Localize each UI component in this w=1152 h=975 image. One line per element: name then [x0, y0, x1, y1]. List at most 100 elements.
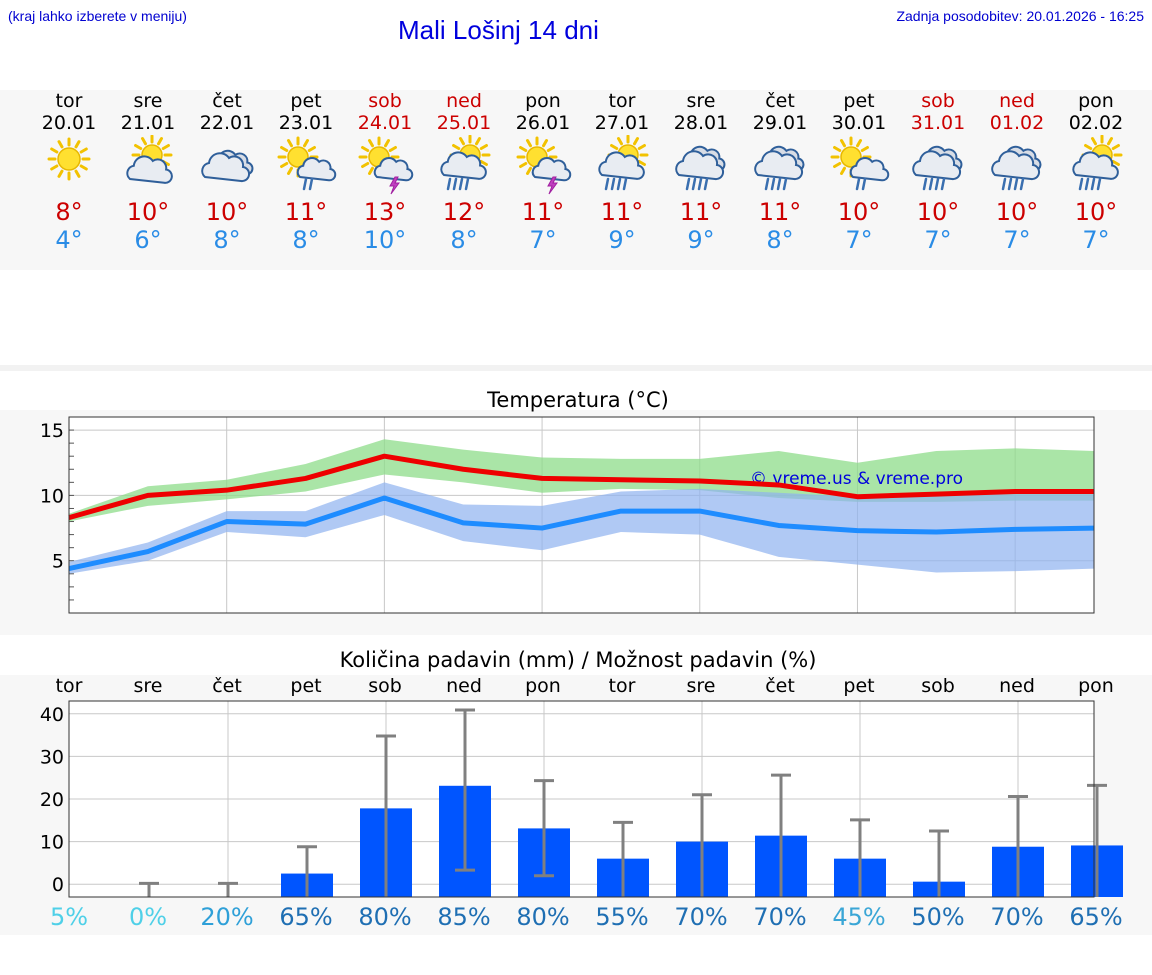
precip-day-label: ned	[999, 675, 1035, 697]
sun-heavy-rain-icon	[440, 135, 491, 191]
temp-max: 11°	[758, 198, 802, 226]
y-tick-label: 30	[40, 746, 64, 768]
temp-min: 9°	[608, 226, 636, 254]
max-temp-line	[68, 453, 1094, 521]
day-name: sob	[921, 90, 955, 112]
day-date: 28.01	[673, 112, 729, 134]
sun-cloud-icon	[126, 135, 173, 184]
day-date: 01.02	[989, 112, 1045, 134]
day-name: pon	[1078, 90, 1114, 112]
last-updated: Zadnja posodobitev: 20.01.2026 - 16:25	[896, 8, 1144, 24]
cloud-rain-icon	[912, 145, 963, 191]
day-date: 20.01	[41, 112, 97, 134]
temp-max: 12°	[442, 198, 486, 226]
day-date: 24.01	[357, 112, 413, 134]
cloud-rain-icon	[675, 145, 726, 191]
y-tick-label: 0	[52, 874, 64, 896]
temp-max: 10°	[126, 198, 170, 226]
precip-day-label: tor	[608, 675, 636, 697]
day-date: 30.01	[831, 112, 887, 134]
precip-day-label: ned	[446, 675, 482, 697]
sun-rain-icon	[830, 136, 890, 191]
precip-probability: 20%	[200, 903, 254, 931]
precip-day-label: sob	[921, 675, 955, 697]
temp-max: 10°	[205, 198, 249, 226]
precip-probability: 55%	[595, 903, 649, 931]
page-title: Mali Lošinj 14 dni	[398, 15, 599, 45]
temp-min: 9°	[687, 226, 715, 254]
precip-day-label: sre	[686, 675, 716, 697]
temp-min: 8°	[213, 226, 241, 254]
precip-probability: 65%	[1069, 903, 1123, 931]
sun-thunder-icon	[516, 136, 572, 195]
forecast-band	[0, 90, 1152, 270]
precip-day-label: sob	[368, 675, 402, 697]
sunny-icon	[47, 137, 91, 181]
cloud-rain-icon	[754, 145, 805, 191]
day-name: tor	[608, 90, 636, 112]
temp-max: 11°	[284, 198, 328, 226]
temp-min: 7°	[529, 226, 557, 254]
y-tick-label: 5	[52, 551, 64, 573]
precip-chart: 40 30 20 10 0	[40, 700, 1123, 898]
temp-max: 11°	[521, 198, 565, 226]
precip-probability: 80%	[358, 903, 412, 931]
y-tick-label: 20	[40, 789, 64, 811]
watermark: © vreme.us & vreme.pro	[750, 469, 963, 489]
temperature-chart-title: Temperatura (°C)	[487, 388, 669, 412]
sun-heavy-rain-icon	[598, 135, 649, 191]
day-date: 23.01	[278, 112, 334, 134]
precip-day-label: čet	[212, 675, 242, 697]
precip-probability: 70%	[753, 903, 807, 931]
precip-probability: 0%	[128, 903, 168, 931]
temperature-chart: 15 10 5 © vreme.us & vreme.pro	[40, 416, 1095, 614]
temp-min: 7°	[924, 226, 952, 254]
day-date: 22.01	[199, 112, 255, 134]
temp-max: 11°	[679, 198, 723, 226]
plot-frame	[68, 700, 1095, 898]
temp-max: 10°	[1074, 198, 1118, 226]
y-tick-label: 10	[40, 485, 64, 507]
cloudy-icon	[201, 149, 254, 183]
day-date: 21.01	[120, 112, 176, 134]
temp-min: 10°	[363, 226, 407, 254]
temp-max: 13°	[363, 198, 407, 226]
day-date: 02.02	[1068, 112, 1124, 134]
precip-probability: 5%	[49, 903, 89, 931]
precip-probability: 85%	[437, 903, 491, 931]
day-name: sre	[686, 90, 716, 112]
precip-day-label: čet	[765, 675, 795, 697]
temp-min: 8°	[450, 226, 478, 254]
precip-day-label: pon	[525, 675, 561, 697]
day-name: sre	[133, 90, 163, 112]
precip-day-label: pet	[843, 675, 875, 697]
day-date: 29.01	[752, 112, 808, 134]
temp-max: 10°	[916, 198, 960, 226]
temp-min: 7°	[1082, 226, 1110, 254]
precip-day-label: pon	[1078, 675, 1114, 697]
y-tick-label: 15	[40, 420, 64, 442]
precip-probability: 70%	[674, 903, 728, 931]
day-name: čet	[765, 90, 795, 112]
day-name: tor	[55, 90, 83, 112]
day-name: sob	[368, 90, 402, 112]
precip-day-label: sre	[133, 675, 163, 697]
sun-thunder-icon	[358, 136, 414, 195]
day-date: 25.01	[436, 112, 492, 134]
day-date: 31.01	[910, 112, 966, 134]
daily-forecast: tor 20.01 8° 4° sre 21.01 10° 6° čet 22.01 10° 8° pe…	[0, 0, 1152, 280]
day-name: ned	[446, 90, 482, 112]
cloud-rain-icon	[991, 145, 1042, 191]
location-hint[interactable]: (kraj lahko izberete v meniju)	[8, 8, 187, 24]
day-date: 27.01	[594, 112, 650, 134]
day-name: pon	[525, 90, 561, 112]
precip-day-label: tor	[55, 675, 83, 697]
day-name: čet	[212, 90, 242, 112]
temp-max: 10°	[995, 198, 1039, 226]
temp-max: 11°	[600, 198, 644, 226]
day-name: pet	[290, 90, 322, 112]
temp-min: 4°	[55, 226, 83, 254]
min-temp-range-band	[69, 482, 1094, 574]
plot-frame	[68, 416, 1095, 614]
temp-min: 8°	[292, 226, 320, 254]
